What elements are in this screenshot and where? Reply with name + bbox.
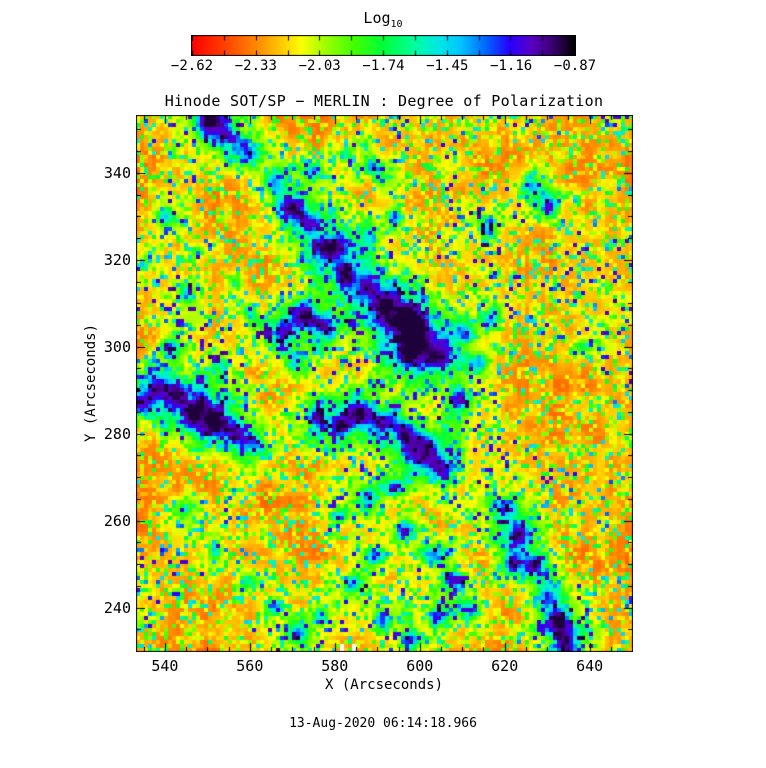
colorbar-tick-label: −1.74 [362, 58, 405, 74]
colorbar-tick-label: −2.33 [234, 58, 277, 74]
x-tick-label: 560 [236, 657, 264, 675]
y-tick-label: 260 [103, 511, 131, 530]
colorbar-scale-text: Log [363, 9, 391, 27]
x-tick-label: 580 [321, 657, 349, 675]
colorbar-tick-label: −1.16 [490, 58, 533, 74]
colorbar-tick-label: −1.45 [426, 58, 469, 74]
colorbar-tick-label: −2.03 [298, 58, 341, 74]
colorbar-scale-label: Log10 [363, 9, 402, 30]
colorbar-scale-subscript: 10 [390, 19, 403, 30]
x-tick-label: 600 [406, 657, 434, 675]
heatmap-canvas [136, 115, 633, 652]
y-axis-title: Y (Arcseconds) [83, 323, 99, 443]
plot-title: Hinode SOT/SP − MERLIN : Degree of Polar… [164, 92, 604, 110]
y-tick-label: 240 [103, 598, 131, 617]
colorbar-tick-label: −0.87 [553, 58, 597, 74]
y-tick-label: 340 [103, 163, 131, 182]
y-tick-label: 280 [103, 424, 131, 443]
y-tick-label: 300 [103, 337, 131, 356]
x-axis-title: X (Arcseconds) [324, 677, 444, 693]
y-tick-label: 320 [103, 250, 131, 269]
x-tick-label: 640 [576, 657, 604, 675]
timestamp: 13-Aug-2020 06:14:18.966 [289, 716, 477, 731]
colorbar [191, 35, 576, 56]
colorbar-tick-label: −2.62 [170, 58, 214, 74]
x-tick-label: 540 [151, 657, 179, 675]
x-tick-label: 620 [491, 657, 519, 675]
